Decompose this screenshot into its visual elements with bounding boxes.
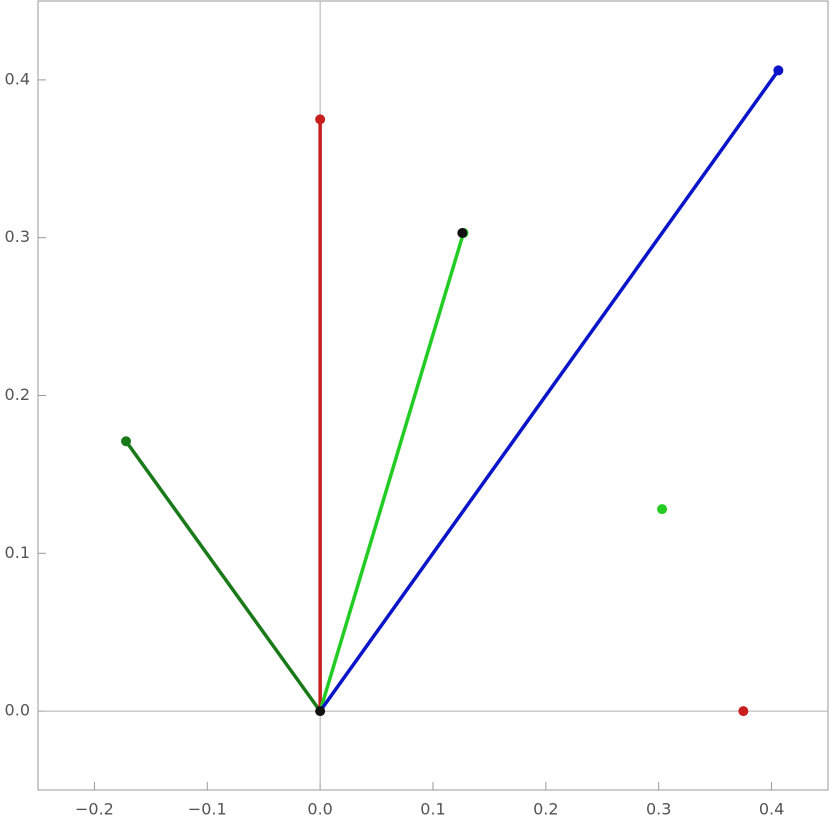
series-line [318,231,466,713]
series-line [124,439,322,713]
y-tick-label: 0.1 [5,543,30,562]
point [657,504,668,515]
x-tick-label: 0.4 [759,800,784,819]
x-tick-label: 0.1 [420,800,445,819]
plot-frame [37,0,829,791]
y-tick-label: 0.3 [5,227,30,246]
series-line [318,68,781,713]
end-point [121,436,132,447]
x-tick-label: −0.1 [188,800,227,819]
x-tick-label: −0.2 [75,800,114,819]
point [457,227,468,238]
y-tick-label: 0.4 [5,69,30,88]
end-point [773,65,784,76]
y-tick-label: 0.0 [5,701,30,720]
point [315,706,326,717]
point [738,706,749,717]
x-tick-label: 0.0 [307,800,332,819]
y-tick-label: 0.2 [5,385,30,404]
end-point [315,114,326,125]
x-tick-label: 0.3 [646,800,671,819]
x-tick-label: 0.2 [533,800,558,819]
